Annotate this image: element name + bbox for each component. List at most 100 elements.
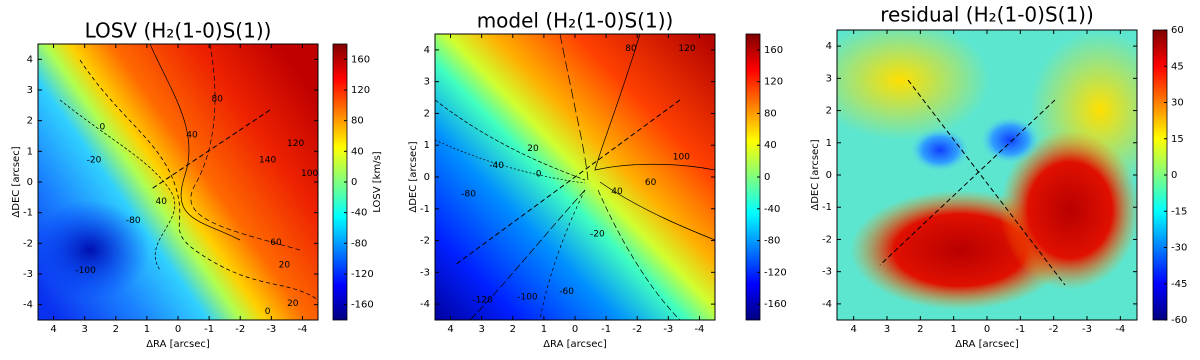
y-tick-label: 1	[826, 138, 832, 149]
colorbar-tick-label: -80	[351, 238, 367, 249]
x-tick-label: 0	[175, 324, 181, 335]
x-tick-label: 3	[884, 324, 890, 335]
chart-title: model (H₂(1-0)S(1))	[477, 9, 674, 33]
x-tick-label: -4	[694, 324, 704, 335]
y-tick-label: -3	[420, 267, 430, 278]
y-tick-label: -1	[23, 208, 33, 219]
x-axis-label: ΔRA [arcsec]	[543, 339, 607, 350]
y-axis-label: ΔDEC [arcsec]	[408, 141, 419, 212]
x-tick-label: 1	[950, 324, 956, 335]
y-tick-label: 2	[826, 106, 832, 117]
x-tick-label: 0	[984, 324, 990, 335]
contour-label: -40	[489, 161, 504, 171]
colorbar-tick-label: 15	[1171, 134, 1184, 145]
colorbar-tick-label: 0	[1171, 170, 1177, 181]
map-field	[435, 34, 715, 320]
colorbar-tick-label: 80	[764, 108, 777, 119]
contour-label: 0	[100, 122, 106, 132]
x-tick-label: -2	[235, 324, 245, 335]
x-tick-label: -1	[1015, 324, 1025, 335]
x-tick-label: -2	[1049, 324, 1059, 335]
colorbar-tick-label: -40	[351, 208, 367, 219]
y-tick-label: -3	[23, 269, 33, 280]
y-axis-label: ΔDEC [arcsec]	[11, 146, 22, 217]
colorbar-tick-label: -160	[351, 300, 374, 311]
x-tick-label: 4	[447, 324, 453, 335]
map-field	[837, 30, 1137, 320]
y-tick-label: -3	[822, 267, 832, 278]
colorbar-tick-label: 0	[764, 172, 770, 183]
y-tick-label: 4	[27, 54, 33, 65]
colorbar-label: LOSV [km/s]	[372, 151, 383, 212]
contour-label: 100	[301, 169, 318, 179]
contour-label: 40	[186, 131, 198, 141]
y-tick-label: -4	[822, 299, 832, 310]
contour-label: -60	[559, 287, 574, 297]
contour-label: -100	[75, 266, 96, 276]
y-tick-label: 2	[424, 108, 430, 119]
contour-label: -100	[517, 293, 538, 303]
x-tick-label: 4	[850, 324, 856, 335]
contour-label: -80	[126, 216, 141, 226]
contour-label: 120	[678, 44, 695, 54]
colorbar-tick-label: -60	[1171, 315, 1187, 326]
contour-label: 40	[155, 197, 167, 207]
chart-title: residual (H₂(1-0)S(1))	[880, 3, 1094, 27]
contour-label: -120	[472, 295, 493, 305]
contour-label: 20	[279, 260, 291, 270]
colorbar-tick-label: 0	[351, 177, 357, 188]
contour-label: 40	[611, 187, 623, 197]
y-tick-label: 4	[826, 41, 832, 52]
colorbar-tick-label: -80	[764, 236, 780, 247]
contour-label: 80	[211, 95, 223, 105]
colorbar-tick-label: -160	[764, 299, 787, 310]
y-tick-label: -4	[420, 299, 430, 310]
y-tick-label: 1	[27, 146, 33, 157]
contour-label: -20	[87, 155, 102, 165]
x-tick-label: 1	[541, 324, 547, 335]
contour-label: 60	[645, 178, 657, 188]
contour-label: 140	[259, 155, 276, 165]
contour-label: -20	[590, 230, 605, 240]
colorbar-tick-label: -40	[764, 204, 780, 215]
x-tick-label: 2	[510, 324, 516, 335]
x-tick-label: -3	[266, 324, 276, 335]
contour-label: 20	[287, 299, 299, 309]
map-field	[38, 44, 318, 320]
y-tick-label: 2	[27, 116, 33, 127]
colorbar-tick-label: -120	[351, 269, 374, 280]
colorbar-tick-label: 80	[351, 116, 364, 127]
y-tick-label: -2	[23, 238, 33, 249]
colorbar-tick-label: 120	[351, 85, 370, 96]
contour-label: 0	[265, 307, 271, 317]
colorbar-tick-label: 40	[764, 140, 777, 151]
y-tick-label: 1	[424, 140, 430, 151]
contour-label: 0	[536, 170, 542, 180]
x-tick-label: -4	[297, 324, 307, 335]
x-tick-label: -1	[204, 324, 214, 335]
chart-title: LOSV (H₂(1-0)S(1))	[85, 19, 272, 43]
colorbar-tick-label: 160	[351, 54, 370, 65]
x-tick-label: 2	[113, 324, 119, 335]
y-axis-label: ΔDEC [arcsec]	[810, 139, 821, 210]
x-tick-label: 3	[478, 324, 484, 335]
x-axis-label: ΔRA [arcsec]	[955, 339, 1019, 350]
colorbar-tick-label: -120	[764, 267, 787, 278]
x-tick-label: -3	[1082, 324, 1092, 335]
x-tick-label: 1	[144, 324, 150, 335]
colorbar-tick-label: 45	[1171, 61, 1184, 72]
x-tick-label: 4	[50, 324, 56, 335]
contour-label: 120	[287, 139, 304, 149]
colorbar-tick-label: -15	[1171, 206, 1187, 217]
colorbar-tick-label: -30	[1171, 243, 1187, 254]
x-tick-label: -1	[601, 324, 611, 335]
x-tick-label: 3	[81, 324, 87, 335]
colorbar-tick-label: 30	[1171, 98, 1184, 109]
colorbar-tick-label: 120	[764, 77, 783, 88]
y-tick-label: -1	[822, 202, 832, 213]
y-tick-label: 3	[27, 85, 33, 96]
colorbar-tick-label: -45	[1171, 279, 1187, 290]
y-tick-label: -2	[822, 234, 832, 245]
y-tick-label: 3	[424, 77, 430, 88]
